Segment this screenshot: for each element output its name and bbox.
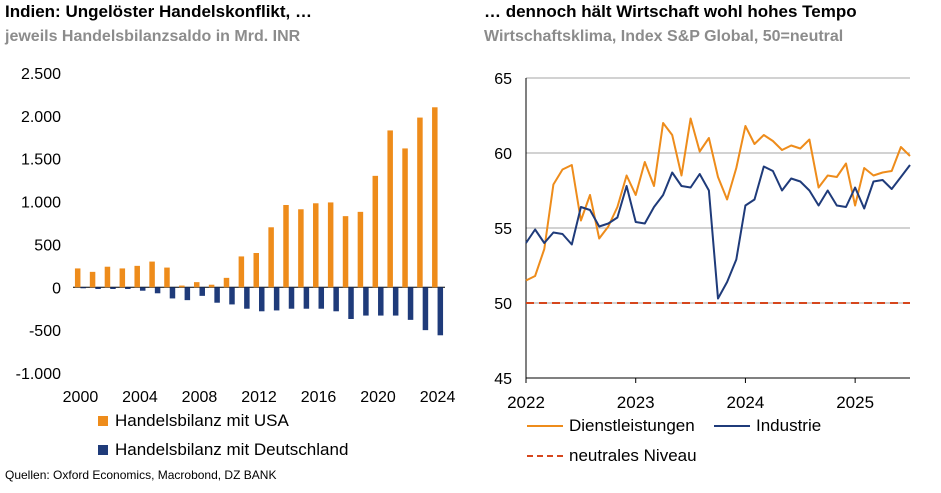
bar-germany-2022 [407,287,414,320]
bar-germany-2015 [303,287,310,309]
x-tick-label: 2022 [507,393,545,412]
bar-germany-2012 [259,287,265,312]
bar-usa-2007 [179,285,185,288]
x-tick-label: 2024 [420,389,456,406]
legend-neutral-swatch [527,455,563,457]
legend-services: Dienstleistungen [527,416,695,436]
bar-usa-2001 [89,271,96,288]
bar-germany-2005 [154,287,161,294]
bar-usa-2003 [119,268,126,288]
legend-usa-swatch [98,416,108,426]
bar-usa-2011 [238,256,245,288]
x-tick-label: 2025 [836,393,874,412]
bar-usa-2010 [223,277,230,288]
bar-usa-2015 [298,209,304,288]
bar-germany-2024 [437,287,444,336]
x-tick-label: 2016 [301,389,337,406]
y-tick-label: 0 [52,280,61,297]
bar-germany-2018 [348,287,354,319]
y-tick-label: 1.500 [21,152,61,169]
bar-germany-2000 [80,287,86,289]
bar-usa-2014 [283,205,289,288]
legend-industry-label: Industrie [756,416,822,435]
bar-usa-2021 [387,130,393,288]
bar-usa-2022 [402,148,408,288]
bar-usa-2024 [432,107,438,288]
left-chart-title: Indien: Ungelöster Handelskonflikt, … [5,2,312,21]
y-tick-label: 1.000 [21,195,61,212]
legend-neutral-label: neutrales Niveau [569,446,697,465]
x-tick-label: 2004 [122,389,158,406]
bar-usa-2006 [164,267,170,288]
bar-usa-2005 [149,261,155,288]
bar-germany-2007 [184,287,191,301]
bar-germany-2003 [125,287,131,289]
y-tick-label: 2.000 [21,109,61,126]
bar-usa-2023 [417,117,423,288]
y-tick-label: 45 [494,371,512,388]
x-tick-label: 2024 [727,393,765,412]
x-tick-label: 2000 [63,389,99,406]
legend-usa-label: Handelsbilanz mit USA [115,411,289,430]
bar-usa-2018 [342,216,349,288]
bar-germany-2013 [273,287,280,311]
x-tick-label: 2023 [617,393,655,412]
bar-germany-2021 [392,287,399,316]
bar-usa-2012 [253,253,259,288]
bar-germany-2001 [95,287,101,289]
legend-services-label: Dienstleistungen [569,416,695,435]
left-chart-subtitle: jeweils Handelsbilanzsaldo in Mrd. INR [5,28,301,45]
x-tick-label: 2020 [360,389,396,406]
legend-germany-swatch [98,445,108,455]
bar-germany-2002 [110,287,116,289]
bar-germany-2006 [169,287,176,299]
bar-usa-2008 [193,282,200,288]
x-tick-label: 2008 [182,389,218,406]
bar-germany-2008 [199,287,205,296]
industry-line [525,164,911,300]
right-chart-subtitle: Wirtschaftsklima, Index S&P Global, 50=n… [484,28,844,45]
legend-industry-swatch [714,425,750,427]
bar-germany-2020 [378,287,384,316]
bar-usa-2000 [74,268,81,288]
y-tick-label: -1.000 [16,366,61,383]
x-tick-label: 2012 [241,389,277,406]
business-climate-line-chart: 65 60 55 50 45 2022 2023 2024 2025 [494,71,911,412]
bar-usa-2020 [372,175,379,288]
bar-germany-2023 [422,287,429,331]
legend-usa: Handelsbilanz mit USA [98,411,289,431]
legend-services-swatch [527,425,563,427]
y-tick-label: 60 [494,146,512,163]
y-tick-label: 65 [494,71,512,88]
y-tick-label: 2.500 [21,66,61,83]
legend-industry: Industrie [714,416,821,436]
legend-neutral: neutrales Niveau [527,446,697,466]
services-line [525,117,911,282]
bar-usa-2009 [208,284,215,288]
y-tick-label: -500 [29,323,61,340]
bar-germany-2010 [229,287,235,305]
bar-germany-2004 [139,287,146,291]
bar-usa-2017 [327,202,334,288]
bar-usa-2004 [134,265,140,288]
legend-germany-label: Handelsbilanz mit Deutschland [115,440,349,459]
bar-germany-2014 [288,287,295,309]
source-note: Quellen: Oxford Economics, Macrobond, DZ… [5,468,277,482]
y-tick-label: 55 [494,221,512,238]
bar-usa-2013 [268,227,274,288]
bar-germany-2019 [363,287,369,316]
bar-germany-2009 [214,287,220,303]
bar-usa-2016 [313,203,319,288]
bar-germany-2016 [318,287,325,309]
legend-germany: Handelsbilanz mit Deutschland [98,440,348,460]
bar-germany-2011 [244,287,250,309]
bar-usa-2019 [357,211,364,288]
y-tick-label: 500 [34,237,61,254]
bar-germany-2017 [333,287,339,312]
right-chart-title: … dennoch hält Wirtschaft wohl hohes Tem… [484,2,857,21]
y-tick-label: 50 [494,296,512,313]
bar-usa-2002 [104,266,111,288]
